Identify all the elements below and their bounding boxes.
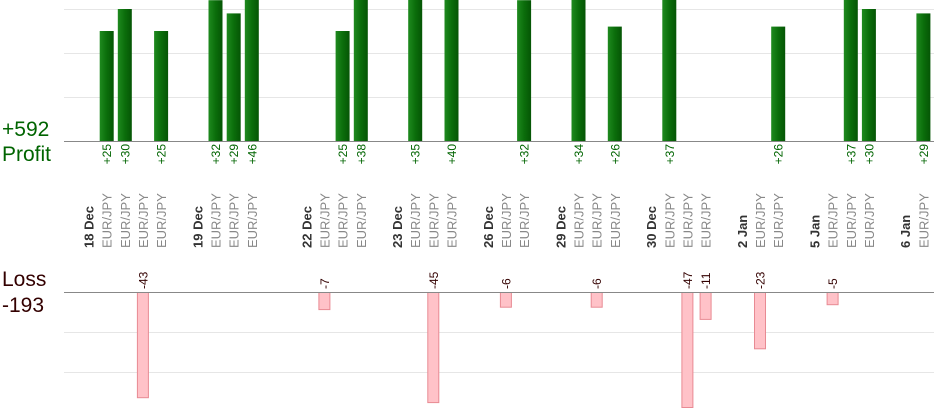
profit-bar [517, 0, 532, 142]
profit-bar [607, 26, 622, 142]
loss-value-label: -11 [699, 272, 713, 289]
date-label: 19 Dec [190, 206, 205, 248]
pair-label: EUR/JPY [227, 193, 242, 248]
profit-value-label: +38 [354, 144, 368, 165]
profit-value-label: +26 [772, 144, 786, 165]
profit-bar [408, 0, 423, 141]
profit-value-label: +25 [100, 144, 114, 165]
profit-bar [208, 0, 223, 142]
loss-bar [681, 292, 694, 408]
profit-value-label: +30 [118, 144, 132, 165]
loss-value-label: -6 [590, 278, 604, 289]
pair-label: EUR/JPY [753, 193, 768, 248]
pair-label: EUR/JPY [245, 193, 260, 248]
pair-label: EUR/JPY [408, 193, 423, 248]
pair-label: EUR/JPY [826, 193, 841, 248]
pair-label: EUR/JPY [699, 193, 714, 248]
loss-bar [754, 292, 766, 350]
pair-label: EUR/JPY [354, 193, 369, 248]
pair-label: EUR/JPY [771, 193, 786, 248]
pair-label: EUR/JPY [118, 193, 133, 248]
loss-bar [499, 292, 512, 308]
pair-label: EUR/JPY [154, 193, 169, 248]
profit-value-label: +26 [608, 144, 622, 165]
profit-value-label: +25 [155, 144, 169, 165]
profit-value-label: +29 [917, 144, 931, 165]
date-label: 26 Dec [481, 206, 496, 248]
profit-value-label: +32 [518, 144, 532, 165]
profit-bar [99, 31, 114, 141]
date-label: 18 Dec [82, 206, 97, 248]
date-label: 6 Jan [898, 215, 913, 248]
profit-value-label: +40 [445, 144, 459, 165]
profit-total: +592 [2, 118, 50, 141]
loss-bar [826, 292, 839, 306]
pair-label: EUR/JPY [336, 193, 351, 248]
date-label: 22 Dec [299, 206, 314, 248]
pair-label: EUR/JPY [136, 193, 151, 248]
profit-value-label: +29 [227, 144, 241, 165]
loss-value-label: -6 [499, 278, 513, 289]
profit-value-label: +37 [844, 144, 858, 165]
date-label: 5 Jan [808, 215, 823, 248]
date-label: 30 Dec [644, 206, 659, 248]
pair-label: EUR/JPY [844, 193, 859, 248]
pair-label: EUR/JPY [445, 193, 460, 248]
profit-bar [843, 0, 858, 141]
profit-label: Profit [2, 143, 52, 166]
loss-label: Loss [2, 268, 47, 291]
loss-bar [590, 292, 603, 308]
loss-total: -193 [2, 294, 45, 317]
loss-value-label: -47 [681, 271, 695, 289]
loss-value-label: -7 [318, 278, 332, 289]
profit-bar [244, 0, 259, 141]
profit-value-label: +35 [409, 144, 423, 165]
date-label: 29 Dec [553, 206, 568, 248]
pair-label: EUR/JPY [572, 193, 587, 248]
loss-bar [427, 292, 440, 404]
profit-bar [335, 31, 350, 141]
profit-value-label: +37 [663, 144, 677, 165]
profit-bar [771, 26, 786, 142]
loss-bar [318, 292, 331, 311]
date-label: 2 Jan [735, 215, 750, 248]
loss-value-label: -45 [427, 271, 441, 289]
profit-value-label: +34 [572, 144, 586, 165]
profit-bar [154, 31, 169, 141]
pair-label: EUR/JPY [662, 193, 677, 248]
profit-bar [226, 13, 241, 141]
profit-value-label: +25 [336, 144, 350, 165]
loss-bar [699, 292, 712, 320]
profit-bar [662, 0, 677, 141]
pair-label: EUR/JPY [317, 193, 332, 248]
pair-label: EUR/JPY [426, 193, 441, 248]
pair-label: EUR/JPY [916, 193, 931, 248]
profit-bar [861, 9, 876, 141]
profit-bar [444, 0, 459, 141]
loss-value-label: -23 [754, 271, 768, 289]
profit-bar [117, 9, 132, 141]
pair-label: EUR/JPY [499, 193, 514, 248]
loss-value-label: -43 [136, 271, 150, 289]
date-label: 23 Dec [390, 206, 405, 248]
loss-bar [136, 292, 149, 399]
profit-bar [916, 13, 931, 141]
profit-bar [353, 0, 368, 141]
pair-label: EUR/JPY [590, 193, 605, 248]
pair-label: EUR/JPY [680, 193, 695, 248]
profit-bar [571, 0, 586, 141]
pair-label: EUR/JPY [209, 193, 224, 248]
pair-label: EUR/JPY [862, 193, 877, 248]
profit-value-label: +30 [862, 144, 876, 165]
pair-label: EUR/JPY [517, 193, 532, 248]
profit-value-label: +46 [245, 144, 259, 165]
profit-value-label: +32 [209, 144, 223, 165]
pair-label: EUR/JPY [100, 193, 115, 248]
loss-value-label: -5 [826, 278, 840, 289]
pair-label: EUR/JPY [608, 193, 623, 248]
